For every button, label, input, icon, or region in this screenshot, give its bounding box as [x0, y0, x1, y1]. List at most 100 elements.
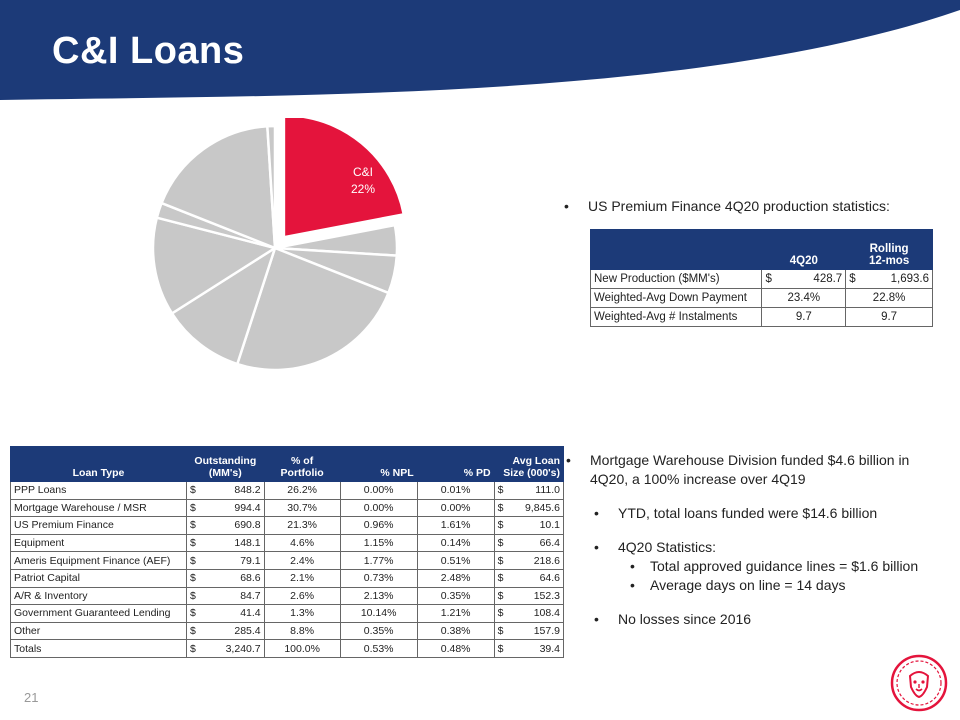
cell-currency: $ — [493, 551, 507, 570]
cell-npl: 2.13% — [339, 586, 418, 606]
cell-outstanding: 79.1 — [198, 551, 265, 570]
header-outstanding: Outstanding (MM's) — [186, 446, 265, 482]
us-premium-bullet-text: US Premium Finance 4Q20 production stati… — [588, 198, 890, 214]
cell-portfolio: 4.6% — [263, 533, 341, 553]
stats-title-bullet: • 4Q20 Statistics: — [566, 538, 946, 557]
stats-row: Weighted-Avg # Instalments 9.7 9.7 — [589, 307, 933, 327]
cell-loan-type: US Premium Finance — [10, 516, 187, 535]
stats-row-v1: 23.4% — [761, 288, 847, 308]
cell-avg-loan: 108.4 — [506, 604, 565, 623]
header-portfolio-l1: % of — [291, 455, 314, 467]
cell-pd: 1.61% — [416, 516, 495, 535]
stats-header-4q20: 4Q20 — [761, 229, 847, 270]
lion-head-icon — [890, 654, 948, 712]
cell-loan-type: Totals — [10, 639, 187, 658]
us-premium-bullet: • US Premium Finance 4Q20 production sta… — [564, 197, 944, 216]
pie-slice — [235, 246, 391, 372]
cell-npl: 0.35% — [339, 621, 418, 641]
pie-slice — [170, 245, 278, 366]
cell-loan-type: Government Guaranteed Lending — [10, 604, 187, 623]
header-outstanding-l1: Outstanding — [194, 455, 257, 467]
ytd-bullet: • YTD, total loans funded were $14.6 bil… — [566, 504, 946, 523]
cell-currency: $ — [186, 481, 199, 500]
cell-npl: 0.53% — [339, 639, 418, 658]
table-row: Mortgage Warehouse / MSR $994.4 30.7% 0.00%… — [10, 498, 565, 518]
cell-portfolio: 8.8% — [263, 621, 341, 641]
stats-row-v2: 9.7 — [845, 307, 933, 327]
cell-currency: $ — [186, 498, 199, 518]
cell-currency: $ — [186, 516, 199, 535]
bullet-icon: • — [566, 452, 571, 468]
bullet-icon: • — [630, 558, 635, 574]
stats-row: Weighted-Avg Down Payment 23.4% 22.8% — [589, 288, 933, 308]
cell-pd: 0.38% — [416, 621, 495, 641]
header-avg-loan: Avg Loan Size (000's) — [493, 446, 565, 482]
cell-portfolio: 2.6% — [263, 586, 341, 606]
title-banner: C&I Loans — [0, 0, 960, 100]
stats-row-label: Weighted-Avg # Instalments — [589, 307, 763, 327]
cell-currency: $ — [493, 481, 507, 500]
cell-outstanding: 41.4 — [198, 604, 265, 623]
stats-sub-text: Average days on line = 14 days — [650, 577, 846, 593]
cell-outstanding: 285.4 — [198, 621, 265, 641]
bullet-icon: • — [564, 198, 569, 214]
cell-avg-loan: 64.6 — [506, 568, 565, 588]
stats-value: 1,693.6 — [890, 273, 929, 285]
losses-text: No losses since 2016 — [618, 611, 752, 627]
stats-title-text: 4Q20 Statistics: — [618, 539, 717, 555]
table-row: US Premium Finance $690.8 21.3% 0.96% 1.61% $… — [10, 516, 565, 535]
page-title: C&I Loans — [52, 30, 245, 72]
pie-svg: C&I 22% — [151, 118, 406, 372]
stats-header-rolling-l2: 12-mos — [868, 255, 910, 267]
cell-npl: 0.96% — [339, 516, 418, 535]
cell-outstanding: 68.6 — [198, 568, 265, 588]
cell-pd: 1.21% — [416, 604, 495, 623]
cell-currency: $ — [186, 621, 199, 641]
table-row: Government Guaranteed Lending $41.4 1.3% 10… — [10, 604, 565, 623]
table-row: A/R & Inventory $84.7 2.6% 2.13% 0.35% $152.3 — [10, 586, 565, 606]
cell-avg-loan: 39.4 — [506, 639, 565, 658]
stats-row-v2: 22.8% — [845, 288, 933, 308]
stats-row-v1: 9.7 — [761, 307, 847, 327]
cell-npl: 0.00% — [339, 498, 418, 518]
cell-currency: $ — [186, 586, 199, 606]
cell-currency: $ — [493, 604, 507, 623]
table-row: Other $285.4 8.8% 0.35% 0.38% $157.9 — [10, 621, 565, 641]
stats-header-rolling-l1: Rolling — [869, 243, 909, 255]
cell-currency: $ — [493, 498, 507, 518]
cell-portfolio: 21.3% — [263, 516, 341, 535]
stats-value: 428.7 — [813, 273, 843, 285]
cell-currency: $ — [186, 604, 199, 623]
stats-row: New Production ($MM's) $428.7 $1,693.6 — [589, 269, 933, 289]
cell-currency: $ — [186, 568, 199, 588]
cell-portfolio: 2.4% — [263, 551, 341, 570]
cell-npl: 1.15% — [339, 533, 418, 553]
cell-outstanding: 994.4 — [198, 498, 265, 518]
cell-npl: 10.14% — [339, 604, 418, 623]
table-row: PPP Loans $848.2 26.2% 0.00% 0.01% $111.0 — [10, 481, 565, 500]
loan-table-body: PPP Loans $848.2 26.2% 0.00% 0.01% $111.0 Mort… — [10, 481, 565, 658]
loan-portfolio-table: Loan Type Outstanding (MM's) % of Portfo… — [10, 446, 565, 658]
bullet-icon: • — [594, 539, 599, 555]
cell-outstanding: 3,240.7 — [198, 639, 265, 658]
loan-header-row: Loan Type Outstanding (MM's) % of Portfo… — [10, 446, 565, 482]
header-outstanding-l2: (MM's) — [208, 467, 242, 479]
cell-currency: $ — [493, 586, 507, 606]
cell-outstanding: 84.7 — [198, 586, 265, 606]
cell-npl: 0.00% — [339, 481, 418, 500]
ytd-text: YTD, total loans funded were $14.6 billi… — [618, 505, 878, 521]
cell-pd: 0.14% — [416, 533, 495, 553]
cell-currency: $ — [493, 639, 507, 658]
banner-shape — [0, 0, 960, 100]
cell-pd: 0.01% — [416, 481, 495, 500]
cell-avg-loan: 111.0 — [506, 481, 565, 500]
cell-pd: 0.35% — [416, 586, 495, 606]
us-premium-bullet-block: • US Premium Finance 4Q20 production sta… — [564, 197, 944, 216]
cell-pd: 2.48% — [416, 568, 495, 588]
pie-label-ci: C&I — [353, 165, 373, 179]
cell-currency: $ — [493, 568, 507, 588]
cell-avg-loan: 10.1 — [506, 516, 565, 535]
stats-row-label: New Production ($MM's) — [589, 269, 763, 289]
table-row: Ameris Equipment Finance (AEF) $79.1 2.4% 1… — [10, 551, 565, 570]
pie-slice-ci — [282, 118, 406, 239]
